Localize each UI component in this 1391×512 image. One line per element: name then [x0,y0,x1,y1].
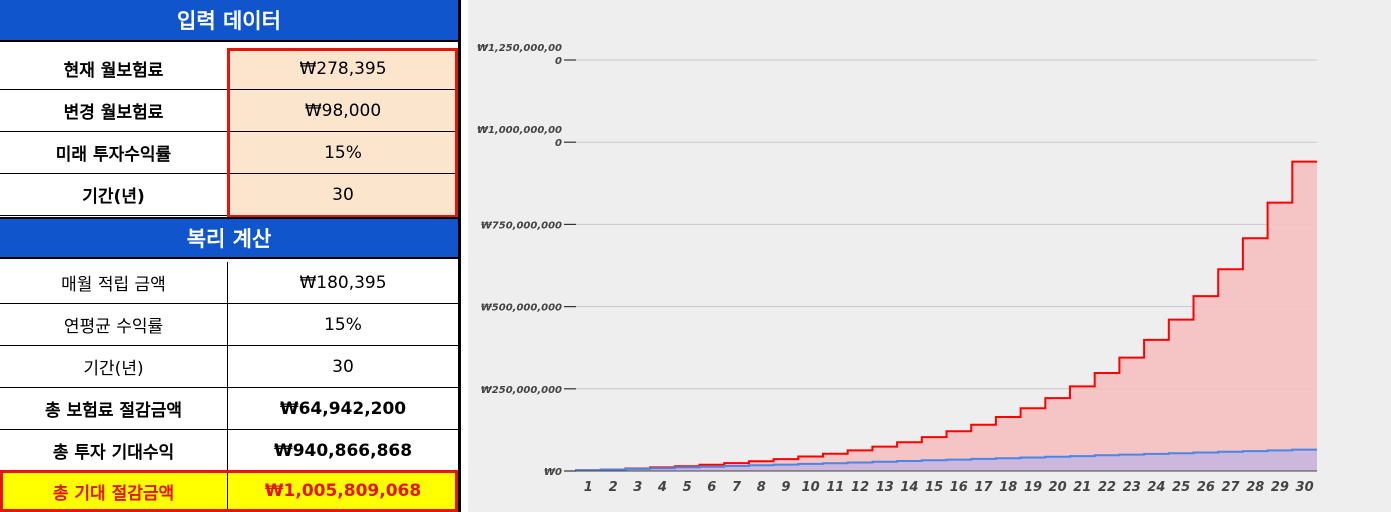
calc-section-header: 복리 계산 [0,217,458,259]
input-value-cell[interactable]: 30 [228,174,458,215]
calc-label: 총 보험료 절감금액 [0,388,228,429]
x-tick-label: 26 [1197,480,1215,495]
input-label: 기간(년) [0,174,228,215]
x-tick-label: 18 [999,480,1017,495]
series-area [576,161,1317,471]
input-row: 변경 월보험료 ₩98,000 [0,90,458,132]
calc-row: 총 보험료 절감금액 ₩64,942,200 [0,388,458,430]
calc-value[interactable]: 15% [324,314,362,335]
y-tick-label: ₩1,000,000,00 [477,125,562,136]
x-tick-label: 22 [1098,480,1116,495]
input-value-cell[interactable]: ₩278,395 [228,48,458,89]
table-panel: 입력 데이터 현재 월보험료 ₩278,395 변경 월보험료 ₩98,000 … [0,0,458,512]
x-tick-label: 6 [707,480,716,495]
x-tick-label: 27 [1221,480,1240,495]
input-label: 미래 투자수익률 [0,132,228,173]
x-tick-label: 12 [851,480,869,495]
x-tick-label: 7 [732,480,742,495]
calc-row: 기간(년) 30 [0,346,458,388]
x-tick-label: 16 [950,480,968,495]
calc-value[interactable]: 30 [332,356,354,377]
panel-divider [458,0,461,512]
x-tick-label: 17 [974,480,993,495]
x-tick-label: 24 [1147,480,1165,495]
input-label: 현재 월보험료 [0,48,228,89]
total-value[interactable]: ₩1,005,809,068 [228,470,458,512]
x-tick-label: 28 [1246,480,1264,495]
series-line [575,448,1317,472]
input-value-cell[interactable]: ₩98,000 [228,90,458,131]
y-tick-label: ₩750,000,000 [481,220,562,231]
y-tick-label: 0 [555,56,562,67]
calc-row: 연평균 수익률 15% [0,304,458,346]
x-tick-label: 5 [683,480,692,495]
input-label: 변경 월보험료 [0,90,228,131]
x-tick-label: 1 [584,480,593,495]
x-tick-label: 2 [609,480,618,495]
calc-value[interactable]: ₩940,866,868 [273,440,413,461]
y-tick-label: ₩0 [544,467,562,478]
x-tick-label: 9 [781,480,790,495]
input-row: 기간(년) 30 [0,174,458,216]
total-label: 총 기대 절감금액 [0,470,228,512]
calc-row: 총 투자 기대수익 ₩940,866,868 [0,430,458,472]
y-tick-label: ₩500,000,000 [481,303,562,314]
y-tick-label: ₩1,250,000,00 [477,43,562,54]
input-row: 현재 월보험료 ₩278,395 [0,48,458,90]
x-tick-label: 19 [1024,480,1042,495]
x-tick-label: 15 [925,480,943,495]
x-tick-label: 8 [757,480,766,495]
x-tick-label: 30 [1296,480,1314,495]
x-tick-label: 13 [876,480,894,495]
calc-label: 기간(년) [0,346,228,387]
x-tick-label: 10 [802,480,820,495]
x-tick-label: 11 [826,480,844,495]
input-value-cell[interactable]: 15% [228,132,458,173]
y-tick-label: 0 [555,138,562,149]
calc-row: 매월 적립 금액 ₩180,395 [0,262,458,304]
input-section-header: 입력 데이터 [0,0,458,42]
y-tick-label: ₩250,000,000 [481,385,562,396]
x-tick-label: 14 [900,480,918,495]
calc-label: 총 투자 기대수익 [0,430,228,471]
x-tick-label: 29 [1271,480,1289,495]
calc-value[interactable]: ₩64,942,200 [279,398,407,419]
input-row: 미래 투자수익률 15% [0,132,458,174]
calc-value[interactable]: ₩180,395 [299,272,387,293]
chart-panel: ₩0 ₩250,000,000 ₩500,000,000 ₩750,000,000 ₩1… [468,0,1391,512]
calc-label: 연평균 수익률 [0,304,228,345]
x-tick-label: 25 [1172,480,1190,495]
x-tick-label: 21 [1073,480,1091,495]
x-tick-label: 23 [1123,480,1141,495]
calc-label: 매월 적립 금액 [0,262,228,303]
x-tick-label: 3 [633,480,642,495]
area-chart: ₩0 ₩250,000,000 ₩500,000,000 ₩750,000,000 ₩1… [477,43,1317,495]
x-tick-label: 4 [657,480,667,495]
total-row: 총 기대 절감금액 ₩1,005,809,068 [0,470,458,512]
x-tick-label: 20 [1049,480,1067,495]
